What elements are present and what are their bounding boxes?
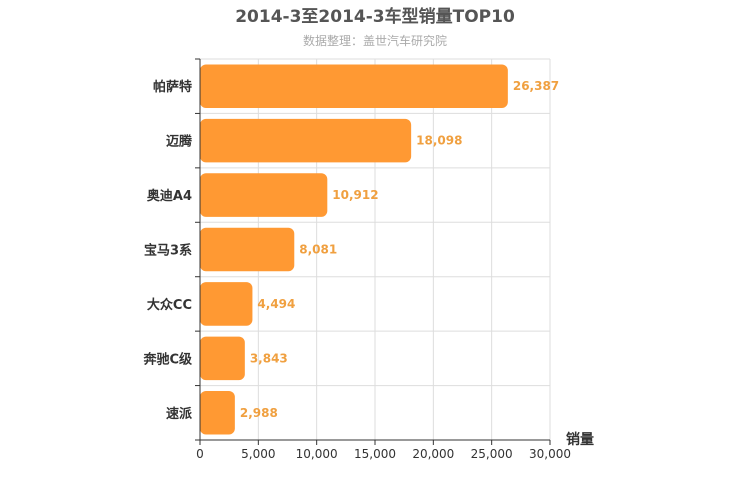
- bar: [200, 227, 295, 272]
- bar: [200, 391, 235, 435]
- x-tick-label: 5,000: [241, 447, 275, 461]
- axis-layer: 0 5,000 10,000 15,000 20,000 25,000 30,000: [195, 58, 571, 461]
- x-tick-label: 15,000: [354, 447, 396, 461]
- chart-subtitle: 数据整理：盖世汽车研究院: [303, 33, 447, 48]
- x-axis-title: 销量: [566, 431, 594, 448]
- value-label: 8,081: [299, 243, 337, 257]
- bar-layer: [200, 64, 508, 435]
- value-label: 10,912: [332, 188, 378, 202]
- x-tick-label: 0: [196, 447, 204, 461]
- x-tick-label: 10,000: [296, 447, 338, 461]
- value-label: 2,988: [240, 406, 278, 420]
- category-label: 宝马3系: [144, 243, 192, 259]
- bar: [200, 118, 412, 163]
- value-label: 18,098: [416, 134, 462, 148]
- category-label: 速派: [166, 406, 193, 422]
- x-tick-label: 30,000: [529, 447, 571, 461]
- value-label: 3,843: [250, 351, 288, 365]
- category-label: 大众CC: [147, 297, 192, 313]
- bar: [200, 173, 328, 217]
- value-label: 4,494: [257, 297, 295, 311]
- x-tick-label: 25,000: [471, 447, 513, 461]
- x-tick-label: 20,000: [412, 447, 454, 461]
- category-label: 迈腾: [166, 134, 193, 150]
- bar: [200, 282, 253, 326]
- category-label: 奔驰C级: [142, 351, 193, 367]
- label-layer: 26,387 帕萨特 18,098 迈腾 10,912 奥迪A4 8,081 宝马3系 4,49…: [142, 79, 559, 422]
- category-label: 奥迪A4: [147, 188, 192, 204]
- category-label: 帕萨特: [153, 79, 192, 95]
- bar: [200, 64, 508, 108]
- value-label: 26,387: [513, 79, 559, 93]
- chart-title: 2014-3至2014-3车型销量TOP10: [235, 6, 515, 27]
- bar: [200, 336, 245, 381]
